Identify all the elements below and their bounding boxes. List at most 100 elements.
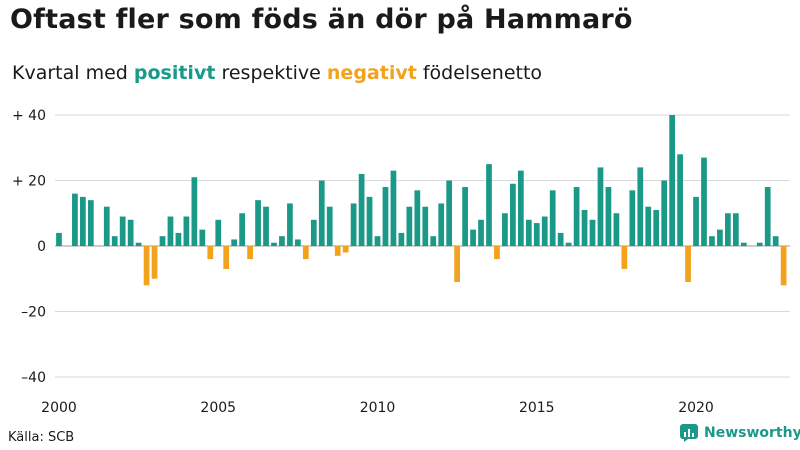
bar-positive (414, 190, 421, 246)
source-note: Källa: SCB (8, 430, 75, 445)
bar-negative (342, 246, 349, 253)
bar-positive (398, 232, 405, 246)
bar-positive (605, 187, 612, 246)
bar-negative (780, 246, 787, 286)
bar-negative (302, 246, 309, 260)
bar-positive (390, 170, 397, 246)
bar-positive (350, 203, 357, 246)
newsworthy-logo: Newsworthy (680, 424, 800, 442)
bar-positive (159, 236, 166, 246)
bar-positive (470, 229, 476, 247)
bar-negative (151, 246, 158, 279)
bar-positive (310, 219, 317, 246)
bar-chart: + 40 + 20 0 –20 –40 2000 2005 2010 2015 2020 (12, 108, 790, 416)
bar-positive (287, 203, 293, 246)
bar-positive (725, 213, 731, 246)
bar-positive (438, 203, 445, 246)
bar-positive (533, 223, 540, 246)
bar-positive (271, 242, 277, 246)
subtitle-middle: respektive (215, 62, 327, 84)
y-tick-label: 0 (37, 239, 46, 255)
bar-positive (486, 164, 492, 247)
bar-positive (462, 187, 468, 246)
chart-title: Oftast fler som föds än dör på Hammarö (10, 4, 633, 35)
bar-positive (629, 190, 636, 246)
bar-positive (764, 187, 771, 246)
bar-positive (382, 187, 389, 246)
bar-positive (645, 206, 652, 246)
bar-positive (358, 173, 365, 246)
bar-positive (366, 196, 373, 247)
bar-positive (215, 219, 222, 246)
bar-positive (709, 236, 715, 246)
subtitle-prefix: Kvartal med (12, 62, 134, 84)
bar-negative (223, 246, 230, 269)
bar-positive (581, 209, 588, 246)
bar-positive (717, 229, 723, 247)
bar-positive (87, 200, 94, 246)
bar-positive (589, 219, 596, 246)
bar-positive (661, 180, 668, 246)
bar-positive (111, 236, 118, 246)
bar-negative (334, 246, 341, 256)
x-tick-label: 2010 (360, 400, 396, 416)
bar-positive (127, 219, 134, 246)
bar-positive (549, 190, 556, 246)
brand-name: Newsworthy (704, 425, 800, 441)
bar-positive (541, 216, 548, 246)
bar-positive (510, 183, 516, 246)
bar-positive (135, 242, 142, 246)
bar-positive (255, 200, 261, 246)
bar-positive (239, 213, 245, 246)
y-tick-label: + 40 (12, 108, 46, 124)
x-tick-label: 2015 (519, 400, 555, 416)
bar-positive (231, 239, 238, 246)
bar-positive (406, 206, 413, 246)
chart-subtitle: Kvartal med positivt respektive negativt… (12, 62, 542, 84)
newsworthy-icon (680, 424, 698, 442)
bar-positive (517, 170, 524, 246)
bar-negative (247, 246, 253, 260)
subtitle-positive-label: positivt (133, 62, 216, 84)
bar-positive (374, 236, 381, 246)
bar-positive (701, 157, 707, 246)
bar-positive (191, 177, 198, 246)
bar-positive (167, 216, 174, 246)
x-tick-label: 2020 (678, 400, 714, 416)
bar-positive (103, 206, 110, 246)
bar-positive (637, 167, 644, 246)
bar-positive (295, 239, 301, 246)
bar-positive (119, 216, 126, 246)
bar-positive (693, 196, 699, 247)
bar-positive (756, 242, 763, 246)
bar-positive (279, 236, 285, 246)
bar-positive (183, 216, 190, 246)
subtitle-suffix: födelsenetto (416, 62, 543, 84)
bar-positive (318, 180, 325, 246)
bar-positive (772, 236, 779, 246)
x-tick-label: 2000 (41, 400, 77, 416)
subtitle-negative-label: negativt (326, 62, 417, 84)
bar-positive (263, 206, 269, 246)
bar-positive (478, 219, 484, 246)
bar-positive (669, 115, 676, 246)
bar-positive (653, 209, 660, 246)
y-tick-label: + 20 (12, 174, 46, 190)
bar-positive (557, 232, 564, 246)
bar-negative (685, 246, 691, 283)
bar-negative (143, 246, 150, 286)
bar-positive (677, 154, 683, 246)
y-tick-label: –40 (21, 370, 46, 386)
bar-positive (573, 187, 580, 246)
bar-negative (494, 246, 500, 260)
x-tick-label: 2005 (200, 400, 236, 416)
bar-positive (175, 232, 182, 246)
bar-positive (72, 193, 78, 246)
bar-positive (422, 206, 429, 246)
bar-positive (525, 219, 532, 246)
bar-positive (732, 213, 739, 246)
bar-positive (502, 213, 508, 246)
bar-positive (613, 213, 620, 246)
bar-negative (621, 246, 628, 269)
bar-positive (80, 196, 86, 247)
